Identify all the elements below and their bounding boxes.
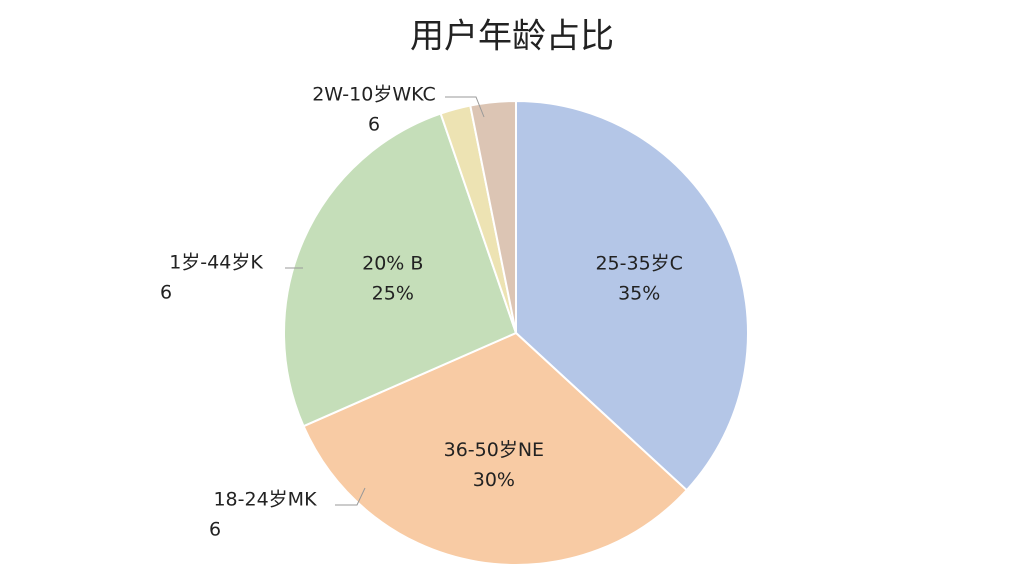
slice-label: 20% B: [362, 252, 423, 274]
annotation: 6: [368, 114, 380, 136]
value-label: 30%: [473, 469, 515, 491]
pie-slice: [283, 112, 518, 428]
pie-slice: [469, 99, 517, 334]
annotation: 18-24岁MK: [213, 489, 317, 511]
leader-line: [335, 487, 366, 506]
annotation: 6: [209, 519, 221, 541]
pie-slice: [302, 331, 689, 566]
annotation: 2W-10岁WKC: [312, 84, 436, 106]
annotation: 6: [160, 282, 172, 304]
leader-line: [445, 96, 485, 118]
chart-title: 用户年龄占比: [410, 17, 614, 57]
annotation: 1岁-44岁K: [169, 252, 263, 274]
value-label: 35%: [618, 282, 660, 304]
pie-slice: [515, 99, 749, 492]
value-label: 25%: [372, 282, 414, 304]
slice-label: 25-35岁C: [595, 252, 682, 274]
slice-label: 36-50岁NE: [444, 439, 544, 461]
